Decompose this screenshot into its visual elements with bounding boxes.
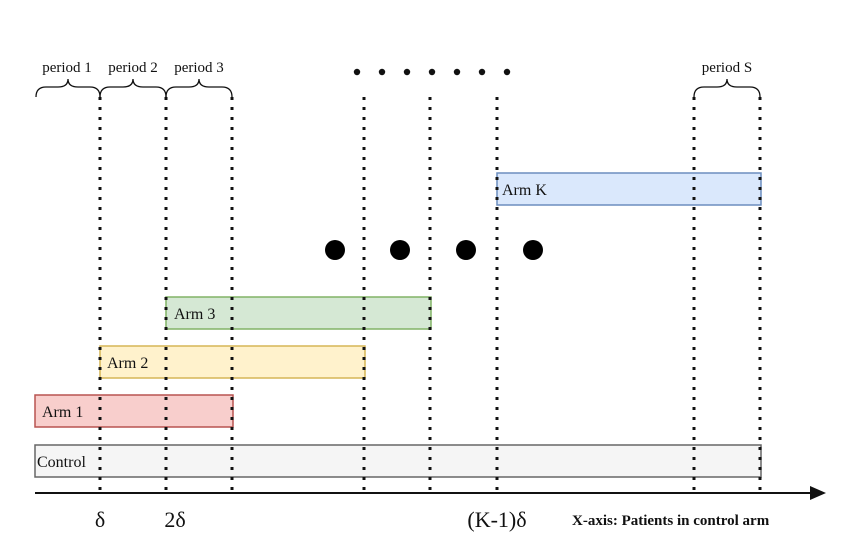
arm-bar-control — [34, 444, 762, 478]
arm-label-control: Control — [37, 454, 86, 471]
arm-label-1: Arm 1 — [42, 404, 83, 421]
period-label-1: period 1 — [42, 60, 92, 76]
tick-label-k-minus-1-delta: (K-1)δ — [467, 507, 526, 532]
period-label-3: period 3 — [174, 60, 224, 76]
period-boundaries — [98, 97, 762, 490]
period-label-s: period S — [702, 60, 752, 76]
arm-label-2: Arm 2 — [107, 355, 148, 372]
period-braces — [35, 78, 761, 98]
x-axis-labels: δ 2δ (K-1)δ X-axis: Patients in control … — [95, 507, 770, 532]
middle-ellipsis-dots — [325, 240, 543, 260]
top-ellipsis-dots — [353, 68, 511, 76]
arm-labels: Control Arm 1 Arm 2 Arm 3 Arm K — [37, 182, 547, 471]
arm-bar-3 — [165, 296, 432, 330]
tick-label-2delta: 2δ — [164, 507, 185, 532]
arm-bars — [34, 172, 762, 478]
x-axis-arrowhead — [810, 486, 826, 500]
period-brace-3 — [165, 78, 233, 98]
period-brace-s — [693, 78, 761, 98]
period-labels: period 1 period 2 period 3 period S — [42, 60, 752, 76]
arm-label-3: Arm 3 — [174, 306, 215, 323]
tick-label-delta: δ — [95, 507, 105, 532]
x-axis — [35, 486, 826, 500]
period-brace-2 — [99, 78, 167, 98]
period-label-2: period 2 — [108, 60, 158, 76]
arm-bar-1 — [34, 394, 234, 428]
period-brace-1 — [35, 78, 101, 98]
arm-label-k: Arm K — [502, 182, 547, 199]
arm-bar-2 — [99, 345, 366, 379]
x-axis-title: X-axis: Patients in control arm — [572, 513, 770, 529]
